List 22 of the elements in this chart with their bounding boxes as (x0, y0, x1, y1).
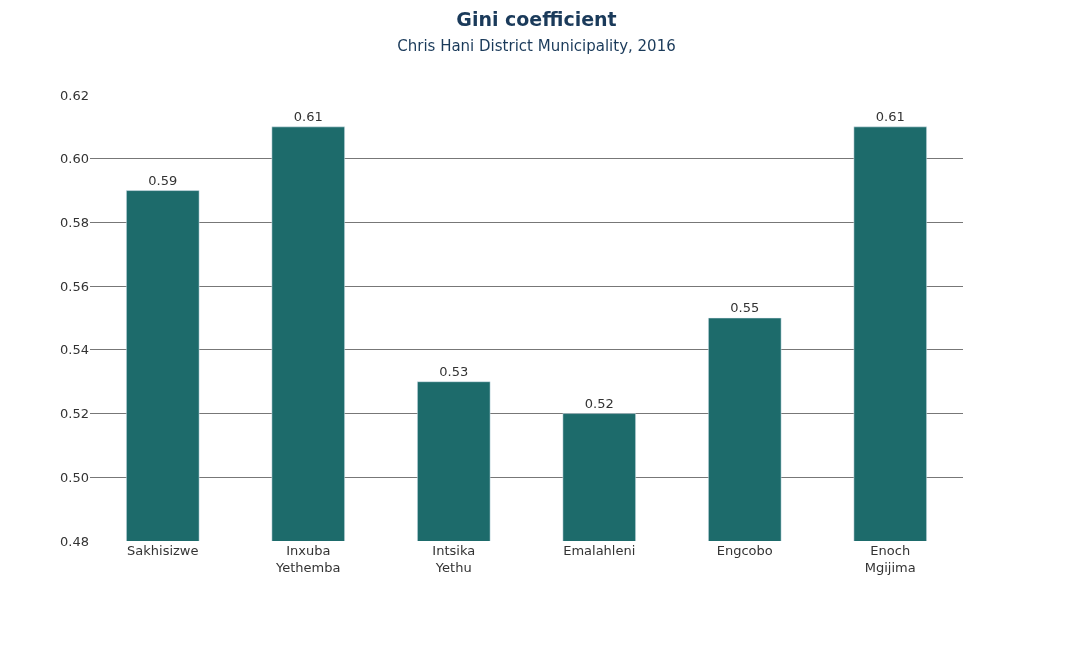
x-tick-label: Engcobo (716, 543, 773, 558)
data-label: 0.52 (584, 395, 614, 411)
y-tick-label: 0.56 (60, 278, 89, 294)
x-tick-label: Sakhisizwe (127, 543, 199, 558)
y-tick-label: 0.62 (60, 87, 89, 103)
y-tick-label: 0.54 (60, 342, 89, 358)
y-tick-label: 0.58 (60, 214, 89, 230)
data-label: 0.61 (293, 108, 323, 124)
x-tick-label: Intsika Yethu (432, 543, 476, 575)
data-label: 0.53 (439, 363, 469, 379)
y-tick-label: 0.50 (60, 469, 89, 485)
y-tick-label: 0.60 (60, 151, 89, 167)
data-label: 0.59 (148, 172, 178, 188)
x-tick-label: Inxuba Yethemba (275, 543, 341, 575)
y-tick-label: 0.48 (60, 533, 89, 549)
data-label: 0.55 (730, 300, 760, 315)
y-tick-label: 0.52 (60, 406, 89, 422)
chart-subtitle: Chris Hani District Municipality, 2016 (397, 36, 676, 55)
x-tick-label: Enoch Mgijima (864, 543, 916, 575)
x-tick-label: Emalahleni (563, 543, 636, 558)
chart-title: Gini coefficient (456, 8, 617, 31)
data-label: 0.61 (875, 108, 905, 124)
